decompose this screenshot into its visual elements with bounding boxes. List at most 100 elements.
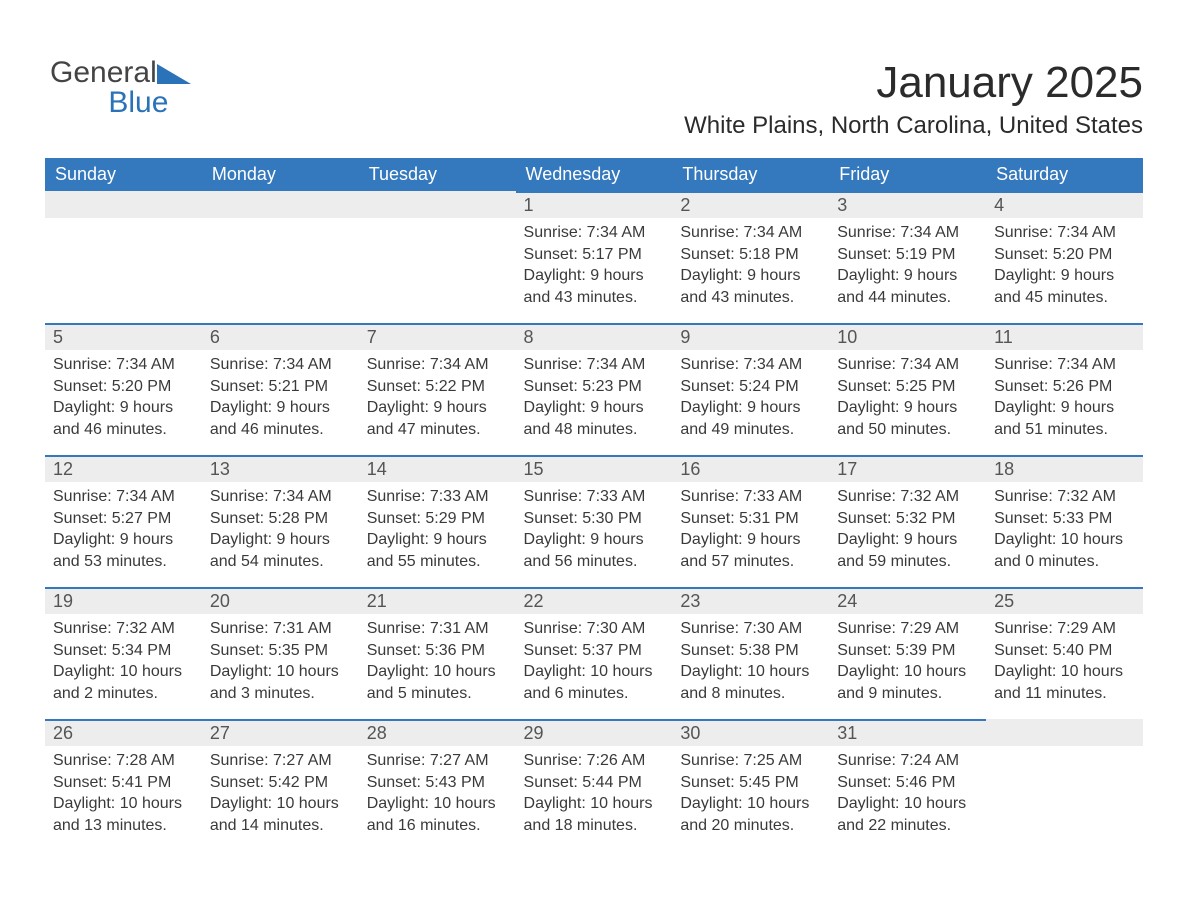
- day-number: 7: [359, 323, 516, 350]
- calendar-week-row: 26Sunrise: 7:28 AMSunset: 5:41 PMDayligh…: [45, 719, 1143, 851]
- day-data-line: Sunrise: 7:29 AM: [994, 620, 1116, 637]
- day-data-line: Sunrise: 7:34 AM: [994, 356, 1116, 373]
- weekday-header: Sunday: [45, 158, 202, 191]
- day-data-line: Sunrise: 7:24 AM: [837, 752, 959, 769]
- day-data-line: Sunrise: 7:25 AM: [680, 752, 802, 769]
- day-number: 9: [672, 323, 829, 350]
- day-data-line: Sunrise: 7:31 AM: [210, 620, 332, 637]
- day-data-line: Daylight: 9 hours and 51 minutes.: [994, 399, 1114, 438]
- calendar-week-row: 5 Sunrise: 7:34 AM Sunset: 5:20 PM Daylight…: [45, 323, 1143, 455]
- day-data-line: Sunrise: 7:34 AM: [367, 356, 489, 373]
- calendar-day-cell: 11Sunrise: 7:34 AMSunset: 5:26 PMDayligh…: [986, 323, 1143, 455]
- day-data: Sunrise: 7:30 AMSunset: 5:38 PMDaylight:…: [672, 614, 829, 704]
- day-data-line: Sunset: 5:31 PM: [680, 510, 798, 527]
- day-data-line: Sunrise: 7:30 AM: [680, 620, 802, 637]
- day-data-line: Sunset: 5:17 PM: [524, 246, 642, 263]
- day-data-line: Daylight: 10 hours and 11 minutes.: [994, 663, 1123, 702]
- day-data: Sunrise: 7:34 AMSunset: 5:21 PMDaylight:…: [202, 350, 359, 440]
- calendar-day-cell: 10Sunrise: 7:34 AMSunset: 5:25 PMDayligh…: [829, 323, 986, 455]
- day-data-line: Sunrise: 7:30 AM: [524, 620, 646, 637]
- month-title: January 2025: [45, 58, 1143, 108]
- day-number: 17: [829, 455, 986, 482]
- calendar-day-cell: 22 Sunrise: 7:30 AM Sunset: 5:37 PM Dayligh…: [516, 587, 673, 719]
- day-number: 5: [45, 323, 202, 350]
- day-data-line: Daylight: 9 hours and 50 minutes.: [837, 399, 957, 438]
- weekday-header: Friday: [829, 158, 986, 191]
- brand-logo: General Blue: [50, 58, 191, 118]
- day-data: Sunrise: 7:26 AMSunset: 5:44 PMDaylight:…: [516, 746, 673, 836]
- day-data: Sunrise: 7:34 AMSunset: 5:20 PMDaylight:…: [986, 218, 1143, 308]
- logo-flag-icon: [157, 64, 191, 86]
- day-number: 31: [829, 719, 986, 746]
- day-data-line: Daylight: 9 hours and 53 minutes.: [53, 531, 173, 570]
- day-data-line: Sunrise: 7:26 AM: [524, 752, 646, 769]
- day-data-line: Sunset: 5:21 PM: [210, 378, 328, 395]
- day-number: 22: [516, 587, 673, 614]
- day-data-line: Sunset: 5:39 PM: [837, 642, 955, 659]
- location-subtitle: White Plains, North Carolina, United Sta…: [45, 112, 1143, 140]
- day-data-line: Sunset: 5:19 PM: [837, 246, 955, 263]
- day-data-line: Daylight: 9 hours and 49 minutes.: [680, 399, 800, 438]
- day-data-line: Sunrise: 7:34 AM: [680, 224, 802, 241]
- day-data-line: Sunrise: 7:34 AM: [210, 488, 332, 505]
- day-data: Sunrise: 7:33 AMSunset: 5:30 PMDaylight:…: [516, 482, 673, 572]
- day-data-line: Daylight: 10 hours and 13 minutes.: [53, 795, 182, 834]
- day-data-line: Sunset: 5:45 PM: [680, 774, 798, 791]
- day-number: 8: [516, 323, 673, 350]
- day-data: Sunrise: 7:34 AMSunset: 5:26 PMDaylight:…: [986, 350, 1143, 440]
- day-data-line: Sunset: 5:27 PM: [53, 510, 171, 527]
- calendar-day-cell: 3Sunrise: 7:34 AMSunset: 5:19 PMDaylight…: [829, 191, 986, 323]
- day-data-line: Sunset: 5:32 PM: [837, 510, 955, 527]
- day-data-line: Sunrise: 7:33 AM: [367, 488, 489, 505]
- day-data-line: Sunset: 5:36 PM: [367, 642, 485, 659]
- day-data-line: Daylight: 10 hours and 6 minutes.: [524, 663, 653, 702]
- day-data-line: Sunset: 5:24 PM: [680, 378, 798, 395]
- day-number: 14: [359, 455, 516, 482]
- day-data-line: Sunset: 5:25 PM: [837, 378, 955, 395]
- day-data-line: Sunrise: 7:34 AM: [53, 356, 175, 373]
- calendar-day-cell: 14 Sunrise: 7:33 AM Sunset: 5:29 PM Dayligh…: [359, 455, 516, 587]
- day-data-line: Sunrise: 7:34 AM: [837, 356, 959, 373]
- day-data-line: Sunset: 5:29 PM: [367, 510, 485, 527]
- day-data-line: Sunrise: 7:34 AM: [53, 488, 175, 505]
- day-number: 23: [672, 587, 829, 614]
- day-data-line: Sunrise: 7:34 AM: [680, 356, 802, 373]
- day-data-line: Daylight: 9 hours and 59 minutes.: [837, 531, 957, 570]
- day-data-line: Sunset: 5:28 PM: [210, 510, 328, 527]
- day-data: Sunrise: 7:27 AMSunset: 5:42 PMDaylight:…: [202, 746, 359, 836]
- calendar-week-row: 19Sunrise: 7:32 AMSunset: 5:34 PMDayligh…: [45, 587, 1143, 719]
- calendar-day-cell: 5 Sunrise: 7:34 AM Sunset: 5:20 PM Daylight…: [45, 323, 202, 455]
- day-data: Sunrise: 7:27 AMSunset: 5:43 PMDaylight:…: [359, 746, 516, 836]
- day-data-line: Sunrise: 7:32 AM: [53, 620, 175, 637]
- day-data-line: Daylight: 9 hours and 55 minutes.: [367, 531, 487, 570]
- day-data-line: Sunset: 5:20 PM: [994, 246, 1112, 263]
- day-data-line: Sunset: 5:20 PM: [53, 378, 171, 395]
- day-data-line: Sunrise: 7:34 AM: [524, 356, 646, 373]
- calendar-day-cell: [359, 191, 516, 323]
- day-number: 19: [45, 587, 202, 614]
- day-number: [45, 191, 202, 218]
- day-data-line: Sunset: 5:40 PM: [994, 642, 1112, 659]
- day-data-line: Daylight: 10 hours and 16 minutes.: [367, 795, 496, 834]
- day-number: 28: [359, 719, 516, 746]
- day-data: Sunrise: 7:32 AMSunset: 5:32 PMDaylight:…: [829, 482, 986, 572]
- day-number: 24: [829, 587, 986, 614]
- day-data: Sunrise: 7:32 AMSunset: 5:34 PMDaylight:…: [45, 614, 202, 704]
- day-data-line: Daylight: 9 hours and 46 minutes.: [53, 399, 173, 438]
- day-data: Sunrise: 7:29 AM Sunset: 5:40 PM Daylight:…: [986, 614, 1143, 704]
- day-data-line: Sunset: 5:41 PM: [53, 774, 171, 791]
- day-data: Sunrise: 7:29 AMSunset: 5:39 PMDaylight:…: [829, 614, 986, 704]
- day-number: 11: [986, 323, 1143, 350]
- day-data: Sunrise: 7:25 AMSunset: 5:45 PMDaylight:…: [672, 746, 829, 836]
- day-number: 1: [516, 191, 673, 218]
- logo-text-1: General: [50, 56, 157, 89]
- calendar-day-cell: 17Sunrise: 7:32 AMSunset: 5:32 PMDayligh…: [829, 455, 986, 587]
- day-data: Sunrise: 7:28 AMSunset: 5:41 PMDaylight:…: [45, 746, 202, 836]
- day-data: Sunrise: 7:33 AM Sunset: 5:29 PM Daylight:…: [359, 482, 516, 572]
- day-data: Sunrise: 7:34 AM Sunset: 5:27 PM Daylight:…: [45, 482, 202, 572]
- day-data-line: Sunset: 5:37 PM: [524, 642, 642, 659]
- day-data-line: Daylight: 9 hours and 47 minutes.: [367, 399, 487, 438]
- calendar-day-cell: 13Sunrise: 7:34 AMSunset: 5:28 PMDayligh…: [202, 455, 359, 587]
- weekday-header: Wednesday: [516, 158, 673, 191]
- calendar-day-cell: 26Sunrise: 7:28 AMSunset: 5:41 PMDayligh…: [45, 719, 202, 851]
